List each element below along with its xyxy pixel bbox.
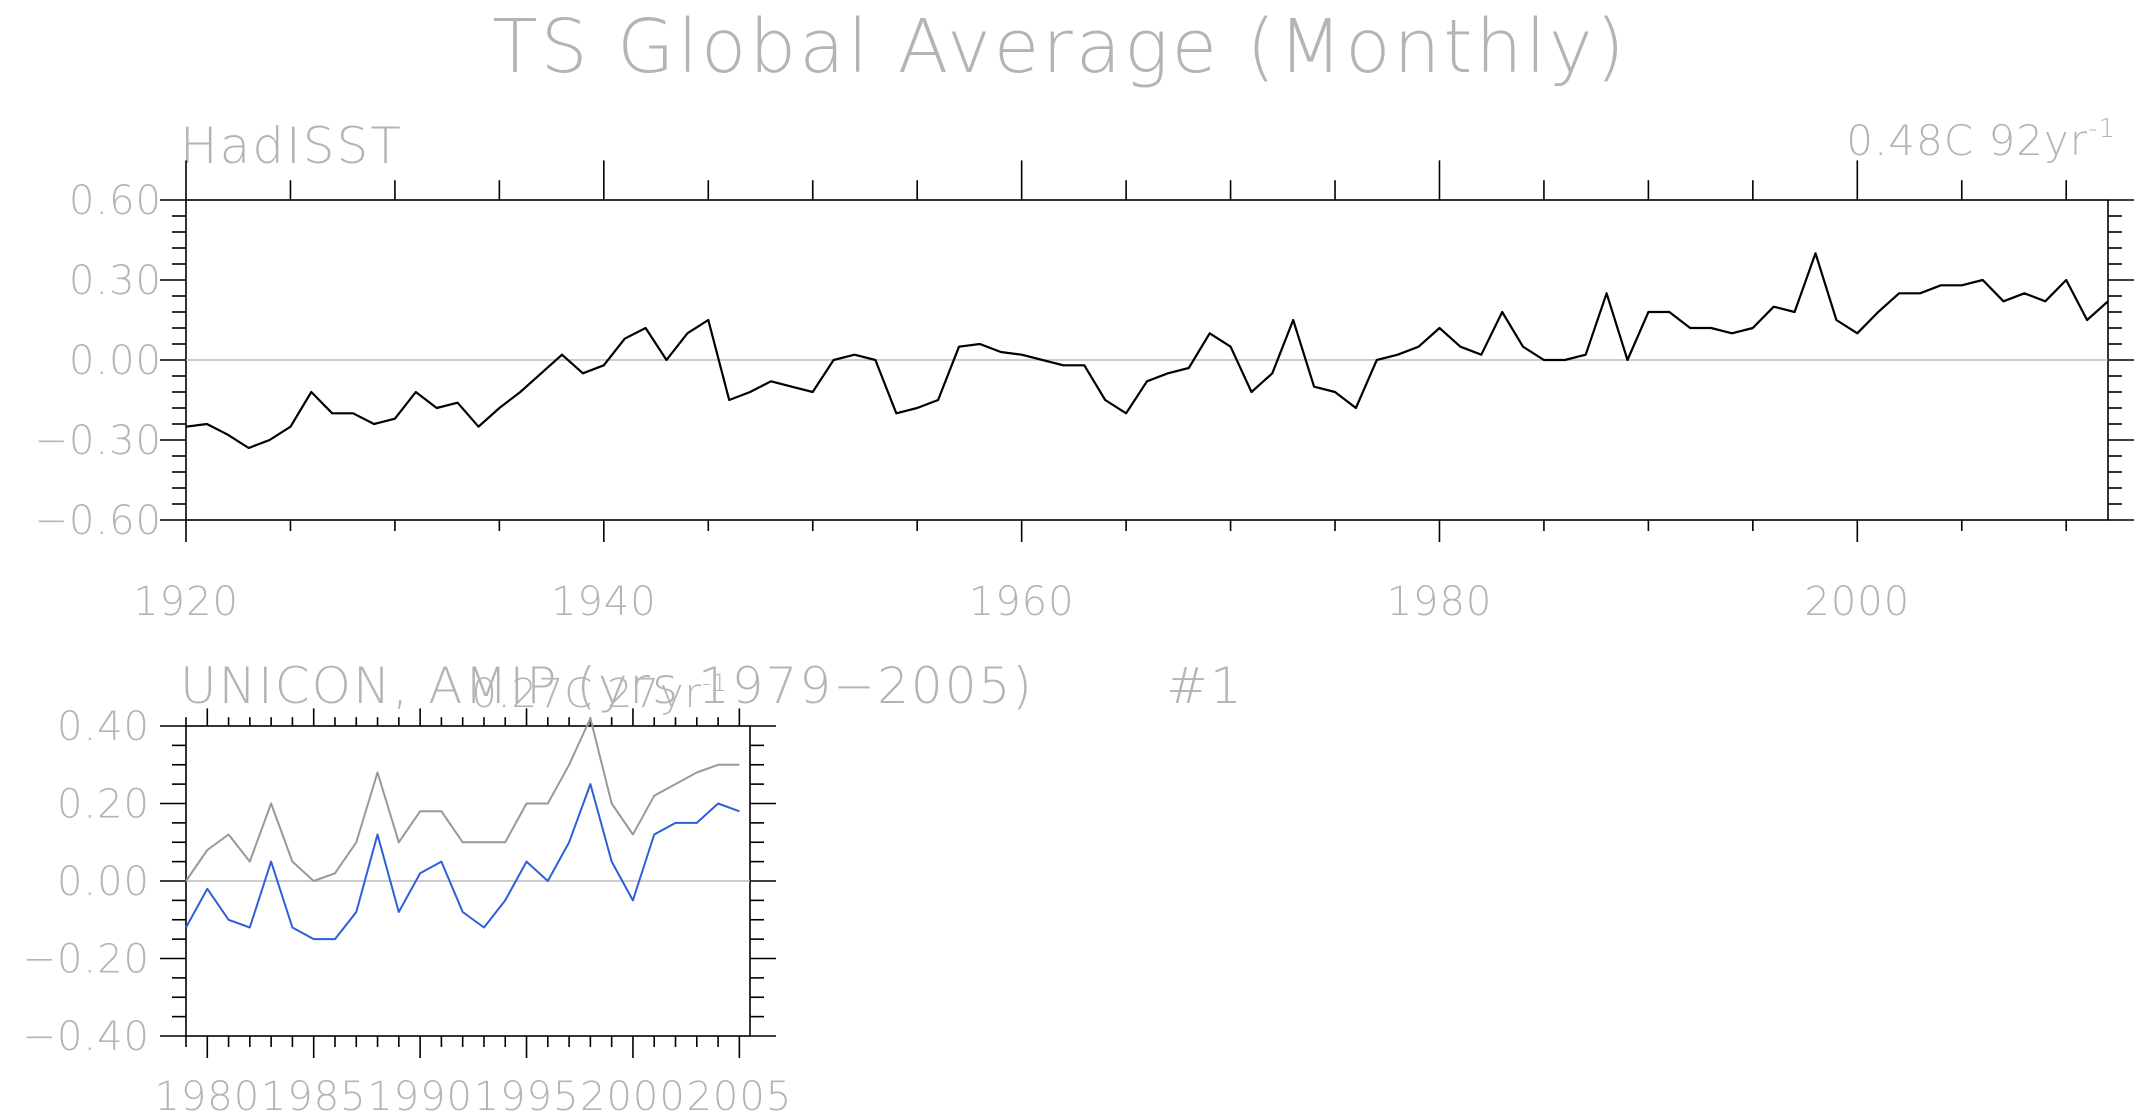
x-tick-label: 1985 bbox=[261, 1074, 367, 1116]
y-tick-label: −0.40 bbox=[22, 1014, 150, 1060]
panel-unicon: UNICON, AMIP (yrs 1979−2005) #1 0.27C 27… bbox=[22, 657, 1244, 1116]
panel-hadisst: HadISST 0.48C 92yr-1 1920 1940 1960 1980 200… bbox=[34, 114, 2134, 625]
x-tick-label: 1990 bbox=[367, 1074, 473, 1116]
y-tick-label: 0.40 bbox=[57, 704, 150, 750]
panel-hadisst-trend: 0.48C 92yr-1 bbox=[1846, 114, 2116, 165]
panel-hadisst-title: HadISST bbox=[180, 117, 403, 175]
x-tick-label: 2000 bbox=[1804, 579, 1910, 625]
trend-exponent: -1 bbox=[2088, 114, 2116, 144]
y-tick-label: −0.30 bbox=[34, 418, 162, 464]
series-line-1 bbox=[185, 717, 740, 882]
x-tick-label: 1980 bbox=[154, 1074, 260, 1116]
panel-unicon-series bbox=[185, 717, 740, 941]
y-tick-label: 0.60 bbox=[69, 178, 162, 224]
panel-unicon-tag: #1 bbox=[1166, 657, 1244, 715]
panel-unicon-title: UNICON, AMIP (yrs 1979−2005) bbox=[180, 657, 1034, 715]
panel-unicon-axes bbox=[160, 708, 776, 1058]
x-tick-label: 1940 bbox=[551, 579, 657, 625]
panel-hadisst-axes bbox=[160, 160, 2134, 542]
panel-unicon-trend: 0.27C 27yr-1 bbox=[471, 669, 728, 717]
x-tick-label: 1920 bbox=[133, 579, 239, 625]
y-tick-label: −0.60 bbox=[34, 498, 162, 544]
y-tick-label: 0.30 bbox=[69, 258, 162, 304]
y-tick-label: 0.00 bbox=[57, 859, 150, 905]
trend-exponent: -1 bbox=[702, 669, 728, 697]
y-tick-label: −0.20 bbox=[22, 937, 150, 983]
x-tick-label: 1960 bbox=[969, 579, 1075, 625]
y-tick-label: 0.00 bbox=[69, 338, 162, 384]
panel-unicon-tick-labels: 1980 1985 1990 1995 2000 2005 0.40 0.20 0.00 −0.2… bbox=[22, 704, 792, 1116]
panel-hadisst-tick-labels: 1920 1940 1960 1980 2000 0.60 0.30 0.00 −0.30 −0.… bbox=[34, 178, 1910, 625]
y-tick-label: 0.20 bbox=[57, 782, 150, 828]
x-tick-label: 1980 bbox=[1387, 579, 1493, 625]
trend-value: 0.27C 27yr bbox=[471, 671, 702, 717]
x-tick-label: 2005 bbox=[686, 1074, 792, 1116]
series-line-2 bbox=[185, 783, 740, 941]
trend-value: 0.48C 92yr bbox=[1846, 116, 2088, 165]
x-tick-label: 2000 bbox=[580, 1074, 686, 1116]
series-line-1 bbox=[185, 252, 2109, 450]
x-tick-label: 1995 bbox=[474, 1074, 580, 1116]
panel-hadisst-series bbox=[185, 252, 2109, 450]
figure-title: TS Global Average (Monthly) bbox=[492, 4, 1627, 90]
